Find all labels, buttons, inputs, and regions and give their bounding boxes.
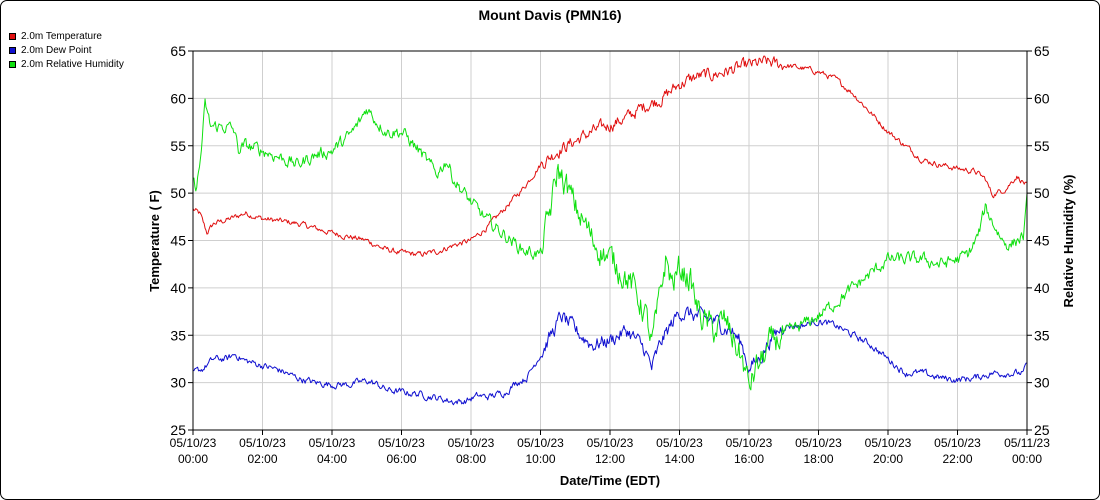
chart-legend: 2.0m Temperature 2.0m Dew Point 2.0m Rel… [9,29,124,71]
legend-swatch-dew-point [9,46,16,54]
x-tick-label-date: 05/10/23 [170,436,217,450]
legend-item-relative-humidity: 2.0m Relative Humidity [9,57,124,71]
y-tick-label-right: 35 [1034,327,1050,343]
y-axis-title-left: Temperature ( F) [147,190,162,292]
y-tick-label-right: 55 [1034,138,1050,154]
y-tick-label-right: 45 [1034,233,1050,249]
legend-label-dew-point: 2.0m Dew Point [21,44,92,56]
x-tick-label-date: 05/10/23 [656,436,703,450]
y-tick-label-left: 65 [170,43,186,59]
x-tick-label-date: 05/10/23 [448,436,495,450]
y-tick-label-left: 25 [170,422,186,438]
x-tick-label-date: 05/10/23 [587,436,634,450]
y-tick-label-right: 25 [1034,422,1050,438]
legend-item-temperature: 2.0m Temperature [9,29,124,43]
x-tick-label-time: 20:00 [873,452,903,466]
x-tick-label-time: 10:00 [525,452,555,466]
x-tick-label-time: 14:00 [664,452,694,466]
y-tick-label-left: 30 [170,375,186,391]
y-tick-label-right: 65 [1034,43,1050,59]
legend-item-dew-point: 2.0m Dew Point [9,43,124,57]
y-tick-label-left: 60 [170,90,186,106]
y-tick-label-left: 35 [170,327,186,343]
chart-title: Mount Davis (PMN16) [478,7,621,23]
series-lines [192,55,1028,406]
x-tick-label-date: 05/10/23 [726,436,773,450]
x-tick-label-date: 05/10/23 [378,436,425,450]
x-tick-label-time: 00:00 [178,452,208,466]
x-tick-label-time: 02:00 [247,452,277,466]
y-tick-label-right: 30 [1034,375,1050,391]
x-tick-label-time: 22:00 [942,452,972,466]
x-tick-label-date: 05/10/23 [239,436,286,450]
legend-swatch-relative-humidity [9,60,16,68]
x-axis-title: Date/Time (EDT) [560,473,660,488]
y-tick-label-right: 40 [1034,280,1050,296]
x-tick-label-time: 12:00 [595,452,625,466]
x-tick-label-date: 05/10/23 [795,436,842,450]
legend-swatch-temperature [9,32,16,40]
y-tick-label-right: 60 [1034,90,1050,106]
axes: 25 25 30 30 35 35 40 40 45 45 50 50 55 55 60 60 65 65 05/1… [170,43,1051,466]
x-tick-label-time: 04:00 [317,452,347,466]
x-tick-label-time: 18:00 [803,452,833,466]
x-tick-label-date: 05/10/23 [934,436,981,450]
series-line-relative-humidity [192,98,1028,391]
legend-label-temperature: 2.0m Temperature [21,30,102,42]
x-tick-label-time: 00:00 [1012,452,1042,466]
y-tick-label-right: 50 [1034,185,1050,201]
x-tick-label-date: 05/11/23 [1004,436,1050,450]
x-tick-label-date: 05/10/23 [309,436,356,450]
x-tick-label-time: 06:00 [386,452,416,466]
y-tick-label-left: 45 [170,233,186,249]
series-line-temperature [192,55,1028,257]
x-tick-label-time: 16:00 [734,452,764,466]
x-tick-label-date: 05/10/23 [517,436,564,450]
series-line-dew-point [192,306,1028,406]
y-axis-title-right: Relative Humidity (%) [1061,175,1076,308]
x-tick-label-time: 08:00 [456,452,486,466]
legend-label-relative-humidity: 2.0m Relative Humidity [21,58,124,70]
y-tick-label-left: 50 [170,185,186,201]
grid-lines [192,50,1028,431]
y-tick-label-left: 55 [170,138,186,154]
y-tick-label-left: 40 [170,280,186,296]
x-tick-label-date: 05/10/23 [865,436,912,450]
